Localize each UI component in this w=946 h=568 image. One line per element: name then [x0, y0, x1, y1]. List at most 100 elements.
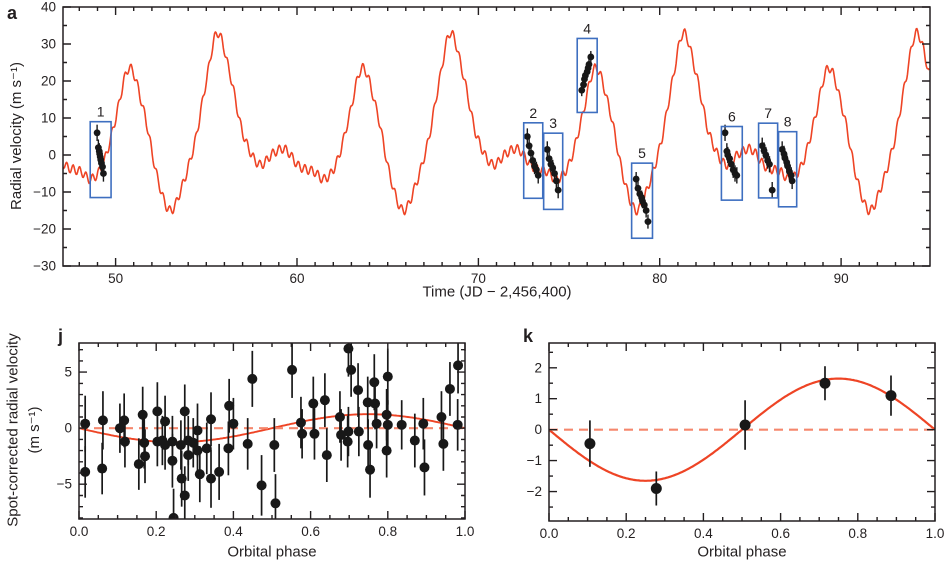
phase-point-j — [214, 466, 225, 477]
night-box-label-1: 1 — [97, 104, 105, 120]
tick-marks-k — [548, 343, 936, 521]
x-tick-label-a: 80 — [652, 271, 667, 286]
night-box-2 — [522, 122, 544, 200]
y-tick-label-k: 2 — [534, 360, 542, 375]
rv-point — [100, 170, 107, 177]
tick-marks-j — [78, 343, 466, 519]
x-axis-label-k: Orbital phase — [697, 543, 787, 561]
night-box-label-3: 3 — [549, 115, 557, 131]
tick-marks-a — [63, 6, 930, 267]
y-axis-label-a: Radial velocity (m s⁻¹) — [8, 62, 25, 210]
x-tick-label-k: 0.4 — [694, 526, 713, 541]
phase-point-j — [206, 414, 217, 425]
phase-point-j — [381, 445, 392, 456]
y-axis-label-jk-line1: Spot-corrected radial velocity — [4, 333, 22, 527]
phase-point-j — [194, 469, 205, 480]
night-box-8 — [777, 130, 798, 208]
phase-point-j — [287, 364, 298, 375]
phase-point-j — [192, 445, 203, 456]
phase-point-j — [269, 440, 280, 451]
rv-point — [554, 186, 562, 194]
x-tick-label-k: 0.6 — [771, 526, 790, 541]
night-box-label-7: 7 — [764, 105, 772, 121]
y-tick-label-a: 10 — [41, 111, 56, 126]
rv-point — [534, 171, 542, 179]
rv-point — [99, 163, 106, 171]
y-tick-label-j: 5 — [64, 365, 72, 380]
x-axis-label-j: Orbital phase — [227, 543, 317, 561]
phase-point-j — [353, 385, 364, 396]
rv-point — [642, 207, 650, 214]
night-box-4 — [576, 37, 598, 114]
phase-point-j — [114, 423, 125, 434]
phase-point-k — [819, 377, 831, 389]
x-tick-label-k: 1.0 — [926, 526, 945, 541]
phase-point-k — [739, 419, 751, 431]
rv-point — [587, 53, 595, 61]
phase-point-j — [175, 440, 186, 451]
rv-point — [788, 177, 796, 185]
y-tick-label-j: 0 — [64, 421, 72, 436]
phase-point-j — [223, 443, 234, 454]
phase-point-j — [418, 418, 429, 429]
y-tick-label-a: 0 — [48, 148, 56, 163]
phase-point-j — [119, 436, 130, 447]
x-tick-label-a: 60 — [289, 271, 304, 286]
y-tick-label-a: 20 — [41, 74, 56, 89]
night-box-6 — [720, 125, 744, 201]
phase-point-j — [206, 473, 217, 484]
night-box-label-5: 5 — [638, 145, 646, 161]
phase-point-j — [363, 440, 374, 451]
phase-point-j — [396, 419, 407, 430]
panel-label-j: j — [58, 326, 64, 346]
night-box-5 — [630, 162, 654, 240]
x-tick-label-k: 0.2 — [617, 526, 636, 541]
phase-point-j — [353, 426, 364, 437]
phase-point-j — [242, 438, 253, 449]
night-box-7 — [757, 122, 779, 199]
y-tick-label-k: −1 — [527, 453, 542, 468]
x-tick-label-k: 0.8 — [848, 526, 867, 541]
phase-point-j — [382, 371, 393, 382]
y-tick-label-a: 40 — [41, 0, 56, 15]
y-tick-label-j: −5 — [57, 477, 72, 492]
x-tick-label-k: 0.0 — [540, 526, 559, 541]
phase-point-j — [321, 450, 332, 461]
phase-point-k — [650, 482, 662, 494]
phase-point-j — [346, 364, 357, 375]
plot-frame-j — [78, 342, 466, 520]
x-tick-label-j: 0.2 — [147, 524, 166, 539]
phase-point-j — [295, 417, 306, 428]
y-tick-label-a: −30 — [33, 259, 56, 274]
rv-point — [721, 129, 729, 137]
plot-area-j — [79, 343, 465, 519]
rv-point — [787, 171, 795, 179]
night-box-1 — [89, 120, 112, 199]
x-tick-label-j: 0.0 — [70, 524, 89, 539]
plot-frame-k — [548, 342, 936, 522]
phase-point-j — [308, 398, 319, 409]
phase-point-j — [319, 395, 330, 406]
panel-label-a: a — [7, 3, 18, 23]
phase-point-j — [382, 419, 393, 430]
phase-point-j — [419, 462, 430, 473]
plot-frame-a — [62, 6, 931, 267]
phase-point-j — [381, 409, 392, 420]
phase-point-j — [80, 466, 91, 477]
phase-point-j — [152, 406, 163, 417]
phase-point-j — [179, 490, 190, 501]
phase-point-j — [168, 512, 179, 519]
x-tick-label-a: 90 — [834, 271, 849, 286]
y-tick-label-k: −2 — [527, 484, 542, 499]
phase-point-j — [183, 450, 194, 461]
phase-point-j — [140, 451, 151, 462]
spot-model-curve — [63, 27, 930, 216]
phase-point-j — [179, 406, 190, 417]
phase-point-j — [297, 428, 308, 439]
night-box-label-8: 8 — [784, 114, 792, 130]
plot-area-a — [63, 27, 930, 229]
phase-point-j — [133, 459, 144, 470]
phase-point-j — [228, 418, 239, 429]
